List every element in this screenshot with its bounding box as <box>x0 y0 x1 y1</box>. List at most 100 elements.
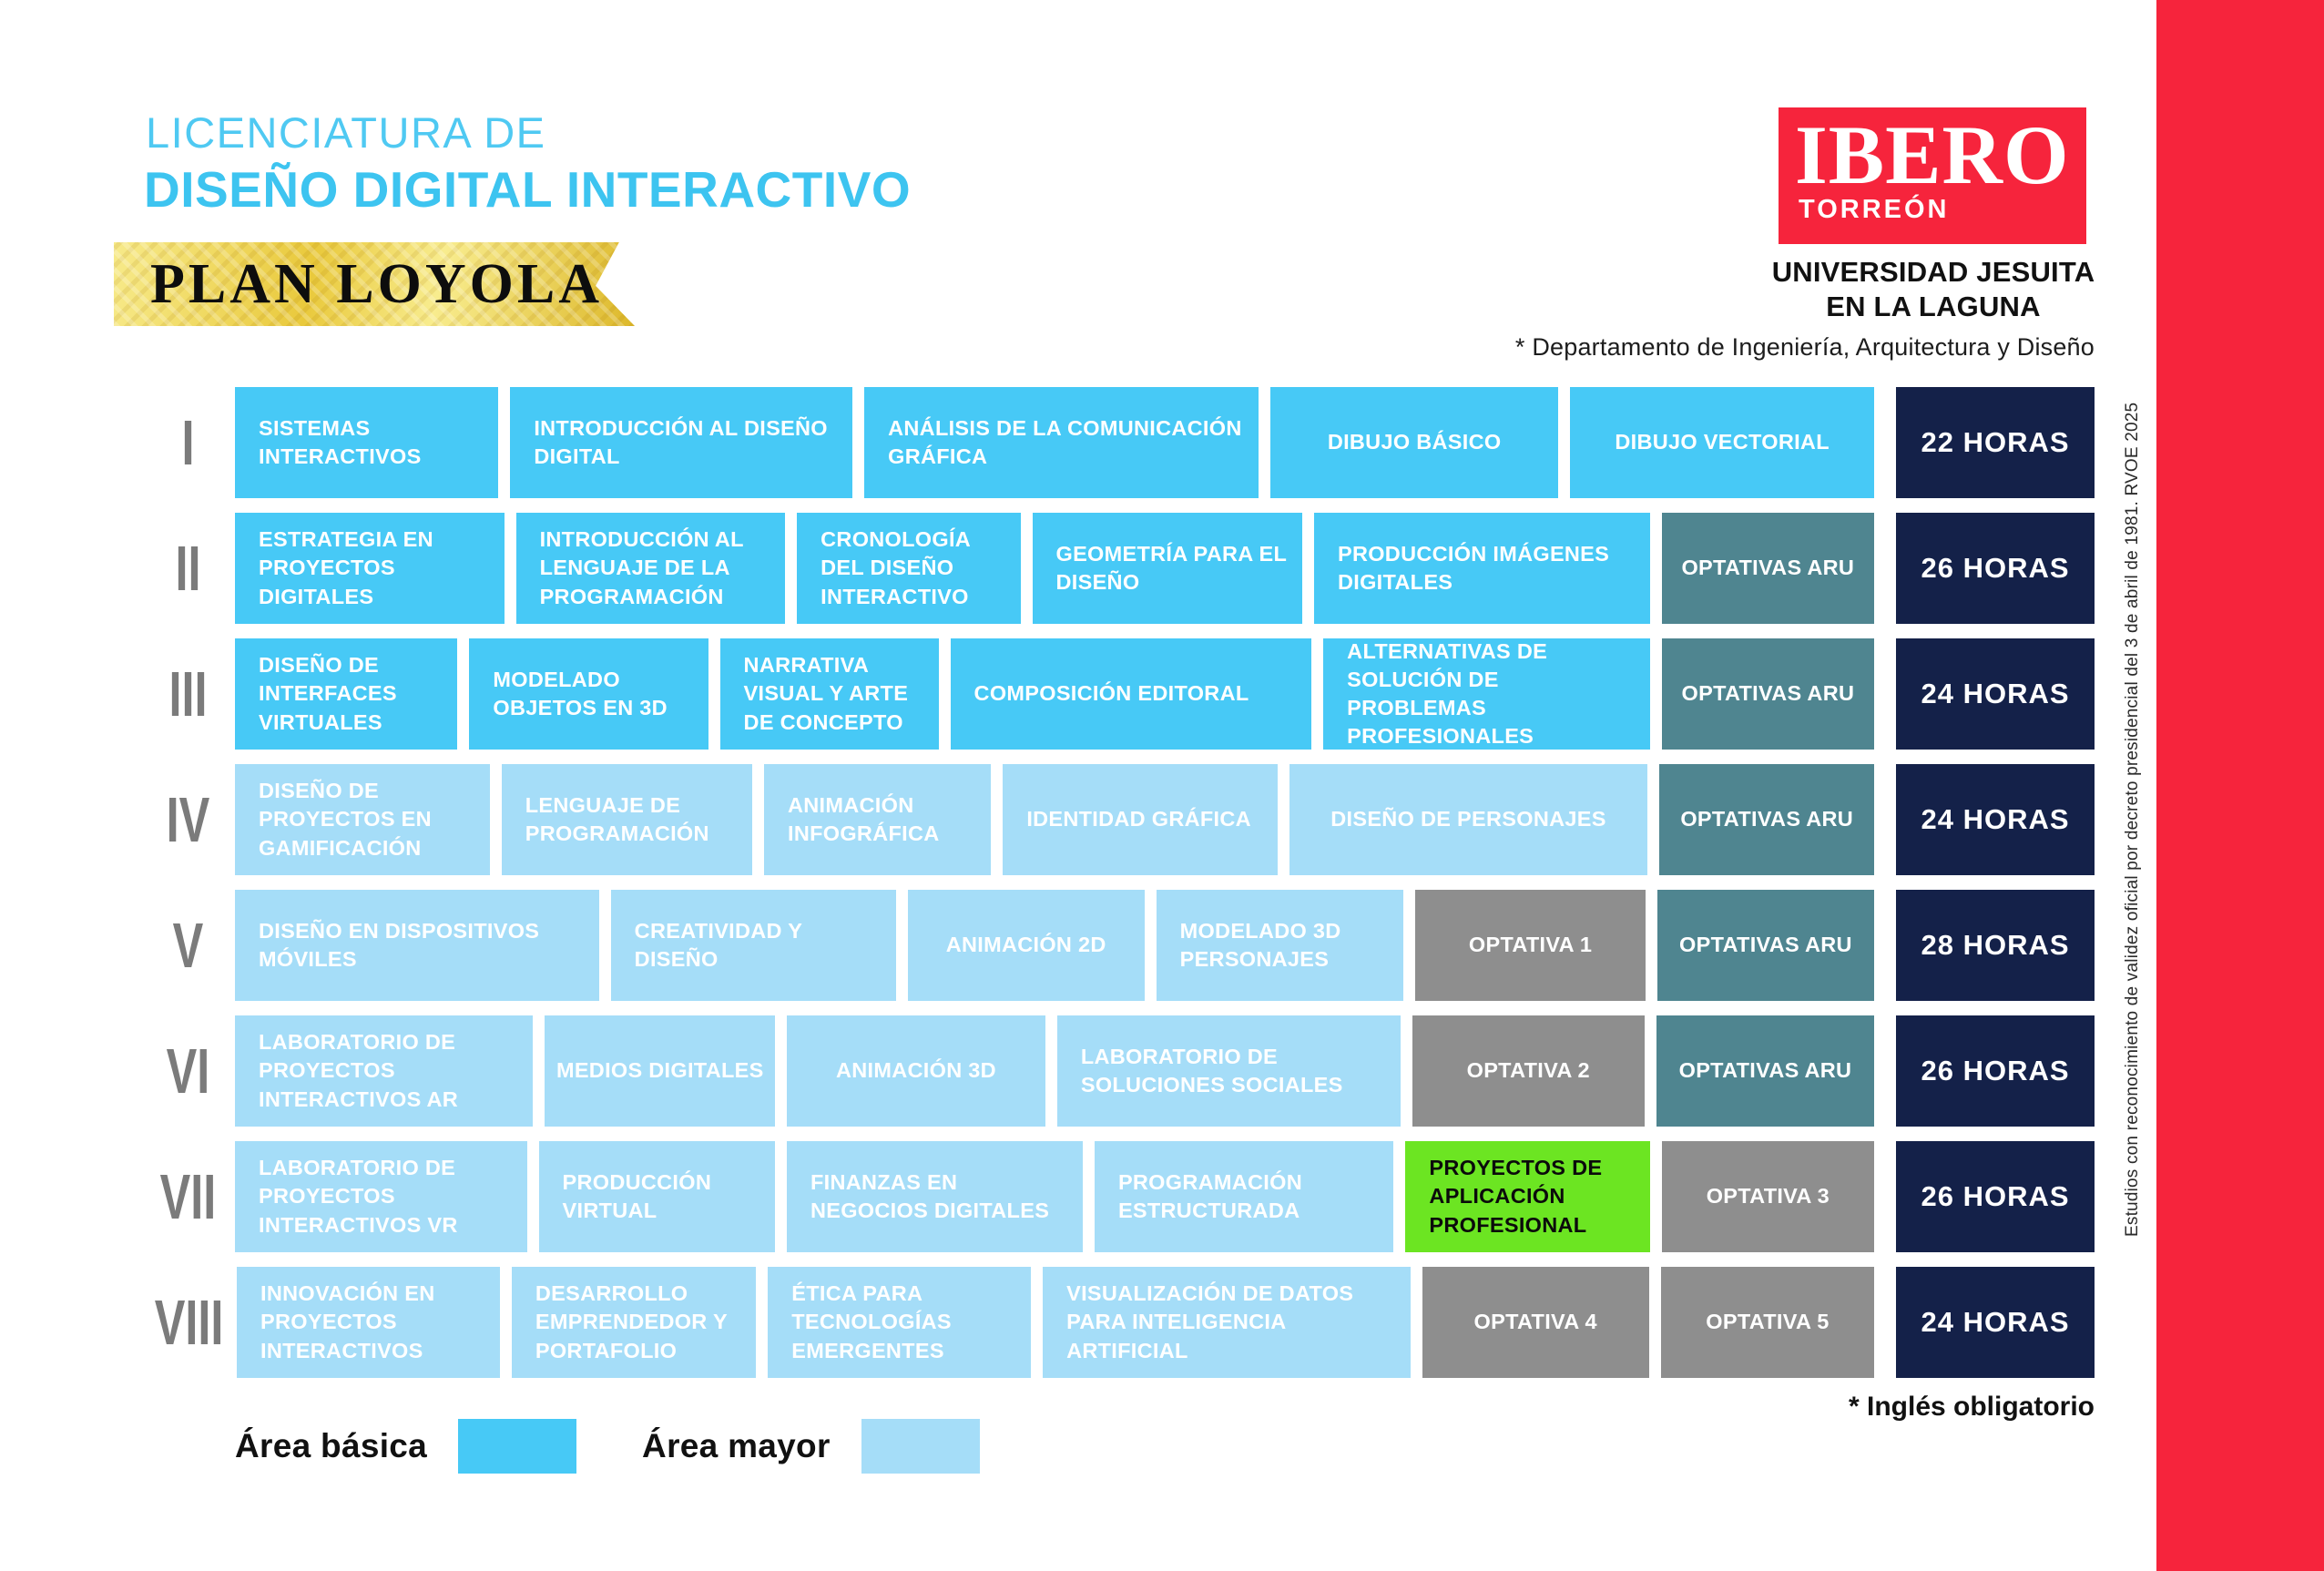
course-box: SISTEMAS INTERACTIVOS <box>235 387 499 498</box>
course-box: DIBUJO VECTORIAL <box>1570 387 1874 498</box>
course-label: LABORATORIO DE PROYECTOS INTERACTIVOS VR <box>259 1156 458 1237</box>
course-box: IDENTIDAD GRÁFICA <box>1003 764 1278 875</box>
semester-row-II: II ESTRATEGIA EN PROYECTOS DIGITALES INTRO… <box>141 513 2095 624</box>
course-box: OPTATIVA 4 <box>1422 1267 1649 1378</box>
hours-box: 24 HORAS <box>1896 638 2095 750</box>
course-label: SISTEMAS INTERACTIVOS <box>259 415 422 468</box>
ibero-logo-wordmark: IBERO <box>1795 108 2070 201</box>
course-label: OPTATIVAS ARU <box>1678 1058 1852 1083</box>
course-label: PRODUCCIÓN IMÁGENES DIGITALES <box>1337 541 1610 594</box>
ibero-subtitle-line2: EN LA LAGUNA <box>1826 290 2041 322</box>
course-box: MODELADO OBJETOS EN 3D <box>469 638 708 750</box>
course-box: GEOMETRÍA PARA EL DISEÑO <box>1032 513 1302 624</box>
course-label: OPTATIVA 2 <box>1466 1058 1590 1083</box>
course-box: OPTATIVA 3 <box>1661 1141 1874 1252</box>
red-side-band <box>2156 0 2324 1571</box>
course-label: MODELADO OBJETOS EN 3D <box>493 667 668 719</box>
course-label: ESTRATEGIA EN PROYECTOS DIGITALES <box>259 527 433 608</box>
course-box: ANIMACIÓN 2D <box>907 890 1145 1001</box>
course-label: INTRODUCCIÓN AL LENGUAJE DE LA PROGRAMAC… <box>539 527 744 608</box>
course-box: PRODUCCIÓN IMÁGENES DIGITALES <box>1313 513 1650 624</box>
semester-numeral: VI <box>166 1035 210 1107</box>
course-box: INTRODUCCIÓN AL LENGUAJE DE LA PROGRAMAC… <box>515 513 786 624</box>
course-label: ANIMACIÓN 3D <box>836 1058 996 1083</box>
course-label: OPTATIVA 1 <box>1468 933 1593 957</box>
course-label: GEOMETRÍA PARA EL DISEÑO <box>1055 541 1287 594</box>
ibero-logo-subtitle: UNIVERSIDAD JESUITA EN LA LAGUNA <box>1769 255 2097 324</box>
course-box: FINANZAS EN NEGOCIOS DIGITALES <box>786 1141 1083 1252</box>
course-label: MODELADO 3D PERSONAJES <box>1179 918 1341 971</box>
semester-row-VIII: VIII INNOVACIÓN EN PROYECTOS INTERACTIVOS… <box>141 1267 2095 1378</box>
semester-row-III: III DISEÑO DE INTERFACES VIRTUALES MODELAD… <box>141 638 2095 750</box>
semester-courses: DISEÑO DE PROYECTOS EN GAMIFICACIÓN LENGU… <box>235 764 1874 875</box>
course-label: LABORATORIO DE PROYECTOS INTERACTIVOS AR <box>259 1030 459 1111</box>
course-box: DESARROLLO EMPRENDEDOR Y PORTAFOLIO <box>511 1267 757 1378</box>
course-label: COMPOSICIÓN EDITORAL <box>973 681 1249 706</box>
semester-courses: SISTEMAS INTERACTIVOS INTRODUCCIÓN AL DIS… <box>235 387 1874 498</box>
semester-row-IV: IV DISEÑO DE PROYECTOS EN GAMIFICACIÓN LEN… <box>141 764 2095 875</box>
course-box: LABORATORIO DE SOLUCIONES SOCIALES <box>1056 1015 1401 1127</box>
hours-box: 28 HORAS <box>1896 890 2095 1001</box>
semester-row-I: I SISTEMAS INTERACTIVOS INTRODUCCIÓN AL DI… <box>141 387 2095 498</box>
course-label: OPTATIVA 3 <box>1706 1184 1830 1209</box>
legend-label-mayor: Área mayor <box>642 1427 831 1464</box>
course-box: CRONOLOGÍA DEL DISEÑO INTERACTIVO <box>797 513 1021 624</box>
hours-box: 26 HORAS <box>1896 1141 2095 1252</box>
course-label: CREATIVIDAD Y DISEÑO <box>634 918 802 971</box>
course-box: NARRATIVA VISUAL Y ARTE DE CONCEPTO <box>719 638 939 750</box>
course-label: ANIMACIÓN 2D <box>945 933 1106 957</box>
semester-courses: DISEÑO EN DISPOSITIVOS MÓVILES CREATIVIDA… <box>235 890 1874 1001</box>
curriculum-grid: I SISTEMAS INTERACTIVOS INTRODUCCIÓN AL DI… <box>141 387 2095 1392</box>
degree-prefix: LICENCIATURA DE <box>146 108 546 157</box>
semester-numeral: IV <box>166 784 210 855</box>
semester-courses: DISEÑO DE INTERFACES VIRTUALES MODELADO O… <box>235 638 1875 750</box>
course-label: ANÁLISIS DE LA COMUNICACIÓN GRÁFICA <box>888 415 1242 468</box>
course-box: OPTATIVAS ARU <box>1656 1015 1874 1127</box>
course-box: OPTATIVAS ARU <box>1661 513 1874 624</box>
course-box: DIBUJO BÁSICO <box>1270 387 1559 498</box>
course-label: DESARROLLO EMPRENDEDOR Y PORTAFOLIO <box>535 1281 728 1362</box>
course-label: OPTATIVA 5 <box>1706 1310 1830 1334</box>
semester-numeral: VIII <box>154 1287 224 1358</box>
hours-box: 24 HORAS <box>1896 1267 2095 1378</box>
legend-swatch-mayor <box>861 1419 980 1474</box>
course-box: OPTATIVA 2 <box>1412 1015 1645 1127</box>
course-box: COMPOSICIÓN EDITORAL <box>950 638 1312 750</box>
course-label: OPTATIVAS ARU <box>1681 681 1855 706</box>
course-label: DISEÑO DE PROYECTOS EN GAMIFICACIÓN <box>259 779 432 860</box>
course-label: NARRATIVA VISUAL Y ARTE DE CONCEPTO <box>743 653 909 734</box>
course-label: IDENTIDAD GRÁFICA <box>1026 807 1251 831</box>
semester-courses: ESTRATEGIA EN PROYECTOS DIGITALES INTRODU… <box>235 513 1874 624</box>
course-label: OPTATIVAS ARU <box>1681 556 1855 580</box>
legend-label-basica: Área básica <box>235 1427 428 1464</box>
course-label: PRODUCCIÓN VIRTUAL <box>562 1169 712 1222</box>
course-box: DISEÑO DE INTERFACES VIRTUALES <box>235 638 458 750</box>
course-label: CRONOLOGÍA DEL DISEÑO INTERACTIVO <box>821 527 971 608</box>
course-box: PROYECTOS DE APLICACIÓN PROFESIONAL <box>1405 1141 1650 1252</box>
course-box: OPTATIVAS ARU <box>1656 890 1874 1001</box>
course-box: OPTATIVA 5 <box>1660 1267 1875 1378</box>
course-box: DISEÑO DE PROYECTOS EN GAMIFICACIÓN <box>235 764 490 875</box>
course-label: OPTATIVAS ARU <box>1679 933 1852 957</box>
course-box: LABORATORIO DE PROYECTOS INTERACTIVOS AR <box>235 1015 534 1127</box>
hours-box: 26 HORAS <box>1896 1015 2095 1127</box>
ibero-logo-campus: TORREÓN <box>1799 194 1950 224</box>
plan-loyola-banner: PLAN LOYOLA <box>114 242 635 326</box>
course-box: ÉTICA PARA TECNOLOGÍAS EMERGENTES <box>768 1267 1032 1378</box>
semester-row-V: V DISEÑO EN DISPOSITIVOS MÓVILES CREATIVID… <box>141 890 2095 1001</box>
rvoe-note: Estudios con reconocimiento de validez o… <box>2123 402 2142 1237</box>
department-note: * Departamento de Ingeniería, Arquitectu… <box>1514 333 2095 361</box>
course-label: VISUALIZACIÓN DE DATOS PARA INTELIGENCIA… <box>1066 1281 1354 1362</box>
semester-numeral: V <box>172 910 204 981</box>
semester-numeral: II <box>175 533 201 604</box>
course-box: ALTERNATIVAS DE SOLUCIÓN DE PROBLEMAS PR… <box>1323 638 1650 750</box>
course-box: MODELADO 3D PERSONAJES <box>1156 890 1404 1001</box>
course-label: INTRODUCCIÓN AL DISEÑO DIGITAL <box>534 415 828 468</box>
course-box: PRODUCCIÓN VIRTUAL <box>538 1141 775 1252</box>
hours-box: 24 HORAS <box>1896 764 2095 875</box>
course-box: DISEÑO DE PERSONAJES <box>1289 764 1648 875</box>
hours-box: 26 HORAS <box>1896 513 2095 624</box>
semester-courses: LABORATORIO DE PROYECTOS INTERACTIVOS VR… <box>235 1141 1874 1252</box>
hours-box: 22 HORAS <box>1896 387 2095 498</box>
